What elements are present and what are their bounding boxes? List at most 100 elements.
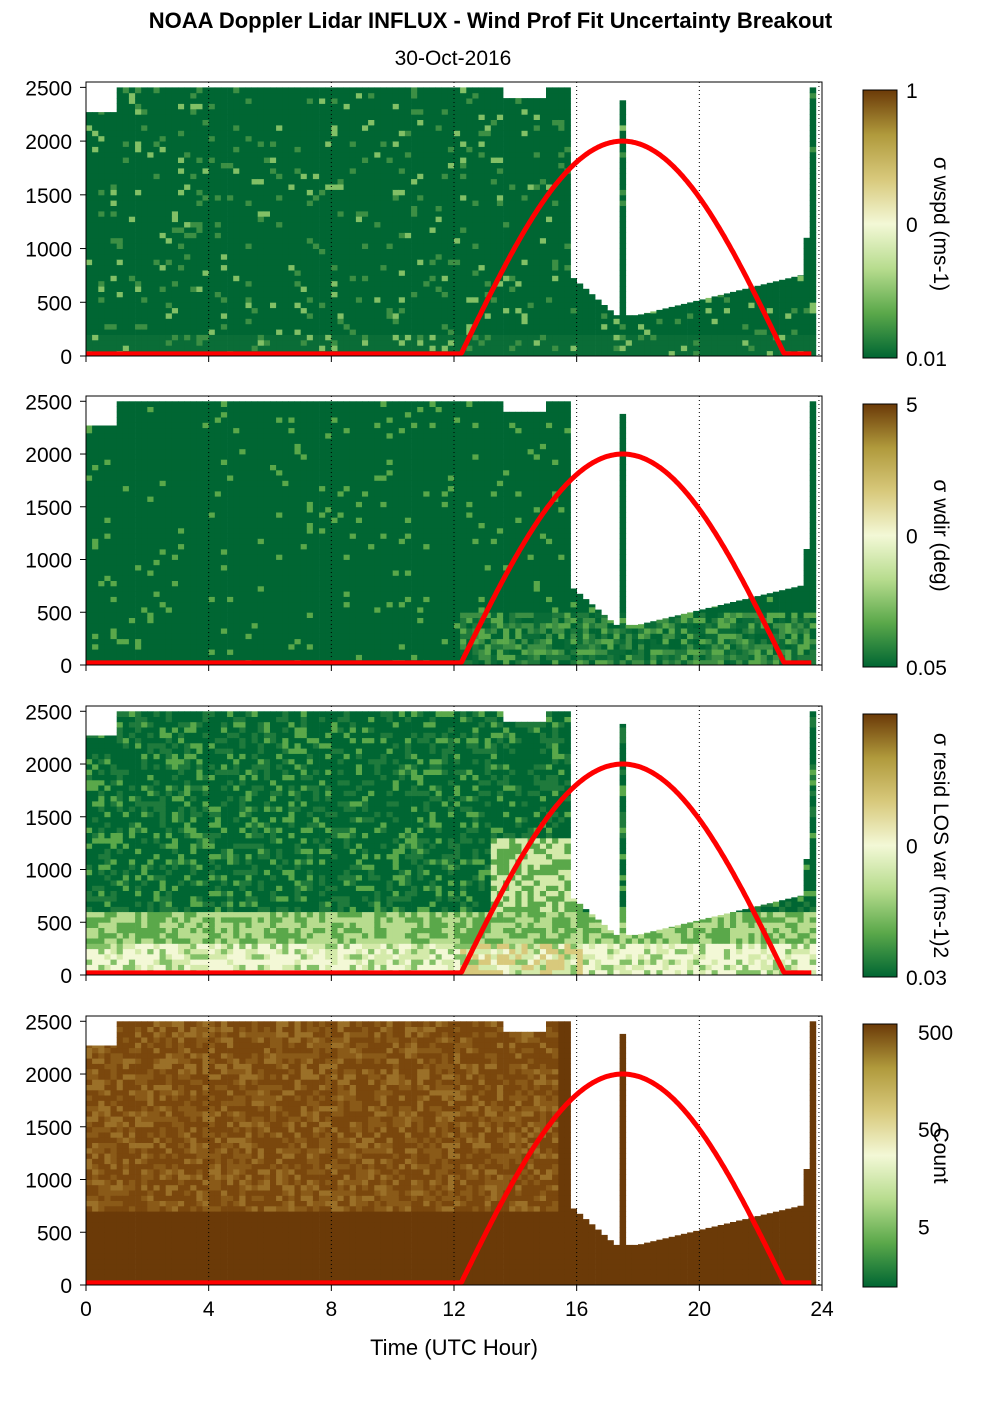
heat-cell: [460, 98, 467, 104]
heat-cell: [466, 119, 473, 126]
heat-cell: [619, 329, 627, 335]
heat-cell: [92, 232, 99, 239]
heat-cell: [404, 286, 412, 292]
heat-cell: [128, 522, 136, 529]
heat-cell: [294, 227, 301, 233]
y-tick-label: 500: [37, 292, 72, 315]
heat-cell: [122, 108, 130, 115]
heat-cell: [251, 339, 259, 346]
heat-cell: [466, 210, 473, 217]
heat-cell: [306, 108, 314, 115]
heat-cell: [380, 243, 387, 249]
heat-cell: [116, 270, 124, 276]
heat-cell: [208, 264, 216, 271]
heat-cell: [392, 313, 400, 319]
heat-cell: [135, 103, 142, 110]
heat-cell: [748, 339, 755, 346]
heat-cell: [441, 313, 449, 319]
heat-cell: [190, 210, 197, 217]
heat-cell: [116, 554, 124, 560]
heat-cell: [490, 275, 498, 282]
heat-cell: [319, 264, 326, 271]
heat-cell: [312, 162, 320, 169]
heat-cell: [392, 92, 400, 99]
heat-cell: [521, 264, 528, 271]
heat-cell: [466, 243, 473, 249]
heat-cell: [135, 270, 142, 276]
heat-cell: [355, 259, 363, 266]
heat-cell: [558, 259, 565, 266]
heat-cell: [141, 296, 148, 303]
heat-cell: [306, 178, 314, 185]
heat-cell: [478, 178, 485, 185]
heat-cell: [785, 278, 792, 282]
heat-cell: [533, 178, 541, 185]
heat-cell: [208, 210, 216, 217]
heat-cell: [576, 323, 584, 330]
heat-cell: [110, 490, 117, 497]
heat-cell: [398, 339, 406, 346]
heat-cell: [306, 141, 314, 147]
heat-cell: [122, 210, 130, 217]
heat-cell: [380, 334, 387, 341]
heat-cell: [515, 259, 522, 266]
heat-cell: [546, 108, 553, 115]
heat-cell: [527, 194, 535, 201]
heat-cell: [533, 141, 541, 147]
heat-cell: [496, 157, 504, 163]
heat-cell: [417, 216, 424, 223]
heat-cell: [466, 135, 473, 142]
heat-cell: [92, 570, 99, 576]
heat-cell: [337, 178, 344, 185]
heat-cell: [374, 141, 381, 147]
heat-cell: [128, 485, 136, 492]
heat-cell: [245, 302, 252, 309]
heat-cell: [325, 194, 332, 201]
heat-cell: [454, 200, 461, 206]
heat-cell: [135, 135, 142, 142]
heat-cell: [104, 141, 111, 147]
heat-cell: [515, 302, 522, 309]
heat-cell: [496, 114, 504, 120]
heat-cell: [374, 184, 381, 190]
heat-cell: [257, 313, 265, 319]
heat-cell: [496, 108, 504, 115]
heat-cell: [533, 189, 541, 196]
heat-cell: [184, 339, 191, 346]
heat-cell: [417, 146, 424, 153]
heat-cell: [110, 275, 117, 282]
heat-cell: [135, 448, 142, 455]
heat-cell: [319, 151, 326, 158]
heat-cell: [141, 485, 148, 492]
heat-cell: [312, 307, 320, 314]
heat-cell: [582, 296, 590, 303]
heat-cell: [257, 243, 265, 249]
heat-cell: [576, 286, 584, 292]
heat-cell: [460, 259, 467, 266]
heat-cell: [411, 259, 418, 266]
heat-cell: [178, 184, 185, 190]
heat-cell: [104, 480, 111, 487]
heat-cell: [257, 221, 265, 228]
heat-cell: [564, 178, 571, 185]
heat-cell: [282, 92, 289, 99]
heat-cell: [92, 162, 99, 169]
heat-cell: [607, 345, 614, 352]
heat-cell: [294, 194, 301, 201]
heat-cell: [86, 580, 93, 587]
heat-cell: [349, 307, 357, 314]
heat-cell: [460, 253, 467, 260]
heat-cell: [650, 323, 657, 330]
heat-cell: [374, 334, 381, 341]
heat-cell: [294, 108, 301, 115]
heat-cell: [496, 243, 504, 249]
heat-cell: [454, 270, 461, 276]
heat-cell: [717, 345, 725, 352]
heat-cell: [368, 173, 375, 180]
heat-cell: [466, 280, 473, 287]
heat-cell: [515, 334, 522, 341]
heat-cell: [319, 98, 326, 104]
heat-cell: [282, 270, 289, 276]
heat-cell: [141, 432, 148, 439]
heat-cell: [184, 184, 191, 190]
